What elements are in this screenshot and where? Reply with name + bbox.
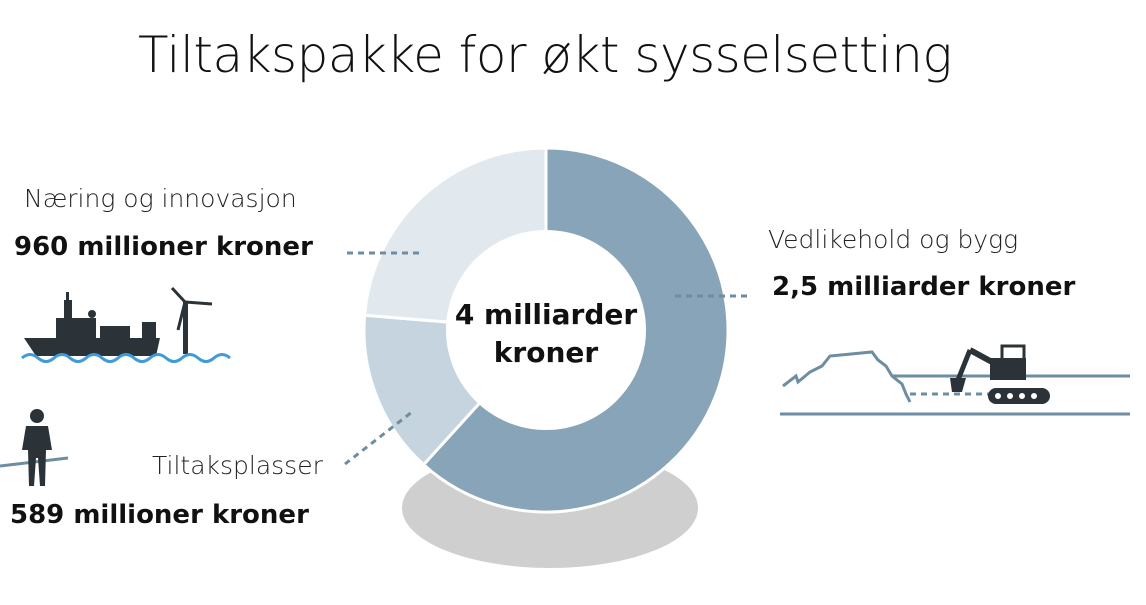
person-standing-icon — [0, 409, 69, 486]
slice-amount-tiltaksplasser: 589 millioner kroner — [10, 500, 309, 530]
excavator-icon — [780, 344, 1130, 416]
slice-name-vedlikehold: Vedlikehold og bygg — [768, 225, 1019, 254]
donut-hole — [446, 230, 646, 430]
ship-and-wind-turbine-icon — [21, 286, 231, 363]
connector-tiltaksplasser — [344, 410, 413, 466]
chart-title: Tiltakspakke for økt sysselsetting — [138, 26, 952, 84]
slice-amount-vedlikehold: 2,5 milliarder kroner — [772, 272, 1076, 302]
slice-name-tiltaksplasser: Tiltaksplasser — [152, 451, 323, 480]
donut-center-label: 4 milliarder kroner — [446, 296, 646, 372]
slice-name-naering: Næring og innovasjon — [24, 184, 297, 213]
slice-amount-naering: 960 millioner kroner — [14, 232, 313, 262]
center-label-line1: 4 milliarder — [454, 298, 638, 331]
center-label-line2: kroner — [493, 336, 599, 369]
